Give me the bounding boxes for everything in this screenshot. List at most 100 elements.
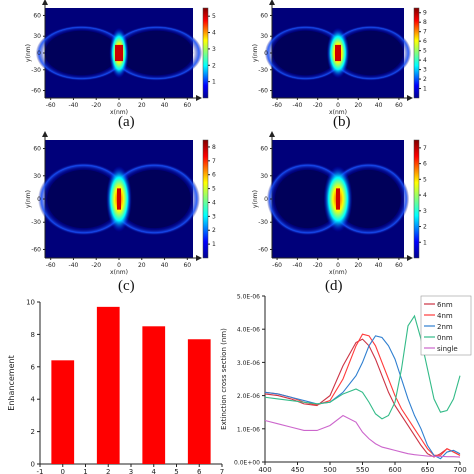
gap-hotspot-core [115,44,123,62]
heatmap-y-label: y(nm) [25,44,32,62]
series-line-0nm [264,314,461,420]
colorbar-tick-label: 5 [212,186,216,193]
heatmap-x-tick-label: -60 [272,102,282,109]
heatmap-x-label: x(nm) [110,109,128,116]
colorbar [413,139,420,259]
colorbar-tick-label: 4 [423,57,427,64]
colorbar [413,7,420,99]
caption-c: (c) [118,278,135,294]
heatmap-y-label: y(nm) [25,190,32,208]
legend-label-4nm: 4nm [437,312,453,320]
bar-x-tick-label: 6 [197,468,202,474]
heatmap-x-tick-label: 20 [138,102,146,109]
heatmap-y-tick-label: -30 [258,67,268,74]
colorbar-tick-label: 3 [212,213,216,220]
heatmap-y-arrow [42,0,48,5]
particle-left [272,30,339,76]
heatmap-x-tick-label: -40 [292,262,302,269]
colorbar-tick-label: 9 [423,10,427,17]
legend-label-single: single [437,345,458,353]
heatmap-y-tick-label: 0 [37,50,41,57]
bar-x-tick-label: -1 [37,468,44,474]
heatmap-y-tick-label: -60 [258,88,268,95]
heatmap-y-tick-label: -30 [258,219,268,226]
heatmap-x-tick-label: 60 [183,262,191,269]
bar [96,306,120,464]
colorbar-tick-label: 8 [212,144,216,151]
gap-hotspot-core [117,188,121,210]
heatmap-y-tick-label: -30 [31,67,41,74]
line-chart: 0.0E+00 1.0E-06 2.0E-06 3.0E-06 4.0E-06 5.0E-… [220,294,472,474]
line-x-tick-label: 450 [291,466,304,474]
heatmap-x-tick-label: 60 [183,102,191,109]
heatmap-y-tick-label: 60 [260,12,268,19]
colorbar-tick-label: 6 [212,172,216,179]
colorbar-tick-label: 2 [423,76,427,83]
heatmap-y-tick-label: 60 [33,12,41,19]
particle-left [274,169,341,229]
colorbar-tick-label: 2 [423,224,427,231]
colorbar-tick-label: 3 [212,46,216,53]
heatmap-x-tick-label: -40 [69,102,79,109]
heatmap-x-tick-label: -60 [46,102,56,109]
heatmap-x-tick-label: 0 [117,102,121,109]
gap-hotspot-core [335,44,341,62]
colorbar-tick-label: 3 [423,67,427,74]
caption-d: (d) [325,278,343,294]
legend-label-6nm: 6nm [437,301,453,309]
bar [51,360,75,464]
bar-x-tick-label: 5 [174,468,178,474]
colorbar-tick-label: 4 [212,199,216,206]
heatmap-y-tick-label: 0 [37,196,41,203]
particle-right [335,169,402,229]
heatmap-y-tick-label: 30 [260,173,268,180]
bar-x-tick-label: 7 [220,468,224,474]
bar [187,339,211,464]
heatmap-x-tick-label: 20 [354,262,362,269]
bar-x-tick-label: 1 [83,468,87,474]
heatmap-y-tick-label: 60 [260,146,268,153]
heatmap-y-arrow [269,0,275,5]
line-y-label: Extinction cross section (nm) [220,328,228,430]
heatmap-y-tick-label: 60 [33,146,41,153]
heatmap-panel-1: -60 -40 -20 0 20 40 60 60 30 0 -30 -60 x(nm) y(nm) 5 4 3… [25,0,216,116]
heatmap-x-tick-label: 0 [336,102,340,109]
line-y-tick-label: 4.0E-06 [237,327,260,334]
heatmap-x-tick-label: -20 [91,102,101,109]
particle-left [47,169,121,229]
heatmap-y-tick-label: 30 [260,33,268,40]
heatmap-y-label: y(nm) [252,190,259,208]
heatmap-x-tick-label: 0 [117,262,121,269]
colorbar-tick-label: 4 [423,192,427,199]
bar-x-tick-label: 2 [106,468,110,474]
colorbar [202,139,209,259]
heatmap-y-tick-label: -60 [31,88,41,95]
heatmap-y-tick-label: 30 [33,33,41,40]
colorbar-tick-label: 7 [423,29,427,36]
heatmap-panel-2: -60 -40 -20 0 20 40 60 60 30 0 -30 -60 x(nm) y(nm) 9 8 7… [252,0,427,116]
heatmap-x-tick-label: 40 [375,262,383,269]
heatmap-y-tick-label: -30 [31,219,41,226]
line-y-tick-label: 1.0E-06 [237,426,260,433]
caption-b: (b) [333,114,351,130]
colorbar-tick-label: 7 [212,158,216,165]
colorbar-tick-label: 2 [212,227,216,234]
bar-x-tick-label: 3 [129,468,133,474]
line-x-tick-label: 650 [421,466,434,474]
colorbar-tick-label: 1 [423,86,427,93]
heatmap-y-tick-label: 0 [264,196,268,203]
heatmap-y-tick-label: -60 [258,246,268,253]
bar-y-tick-label: 8 [31,331,35,339]
colorbar-tick-label: 1 [423,239,427,246]
colorbar-tick-label: 4 [212,30,216,37]
bar-x-tick-label: 0 [61,468,65,474]
heatmap-panel-3: -60 -40 -20 0 20 40 60 60 30 0 -30 -60 x(nm) y(nm) 8 7 6… [25,131,216,276]
colorbar-tick-label: 5 [212,13,216,20]
particle-left [44,30,118,76]
line-x-tick-label: 400 [258,466,271,474]
line-y-tick-label: 5.0E-06 [237,294,260,301]
heatmap-x-label: x(nm) [329,109,347,116]
line-y-tick-label: 2.0E-06 [237,393,260,400]
